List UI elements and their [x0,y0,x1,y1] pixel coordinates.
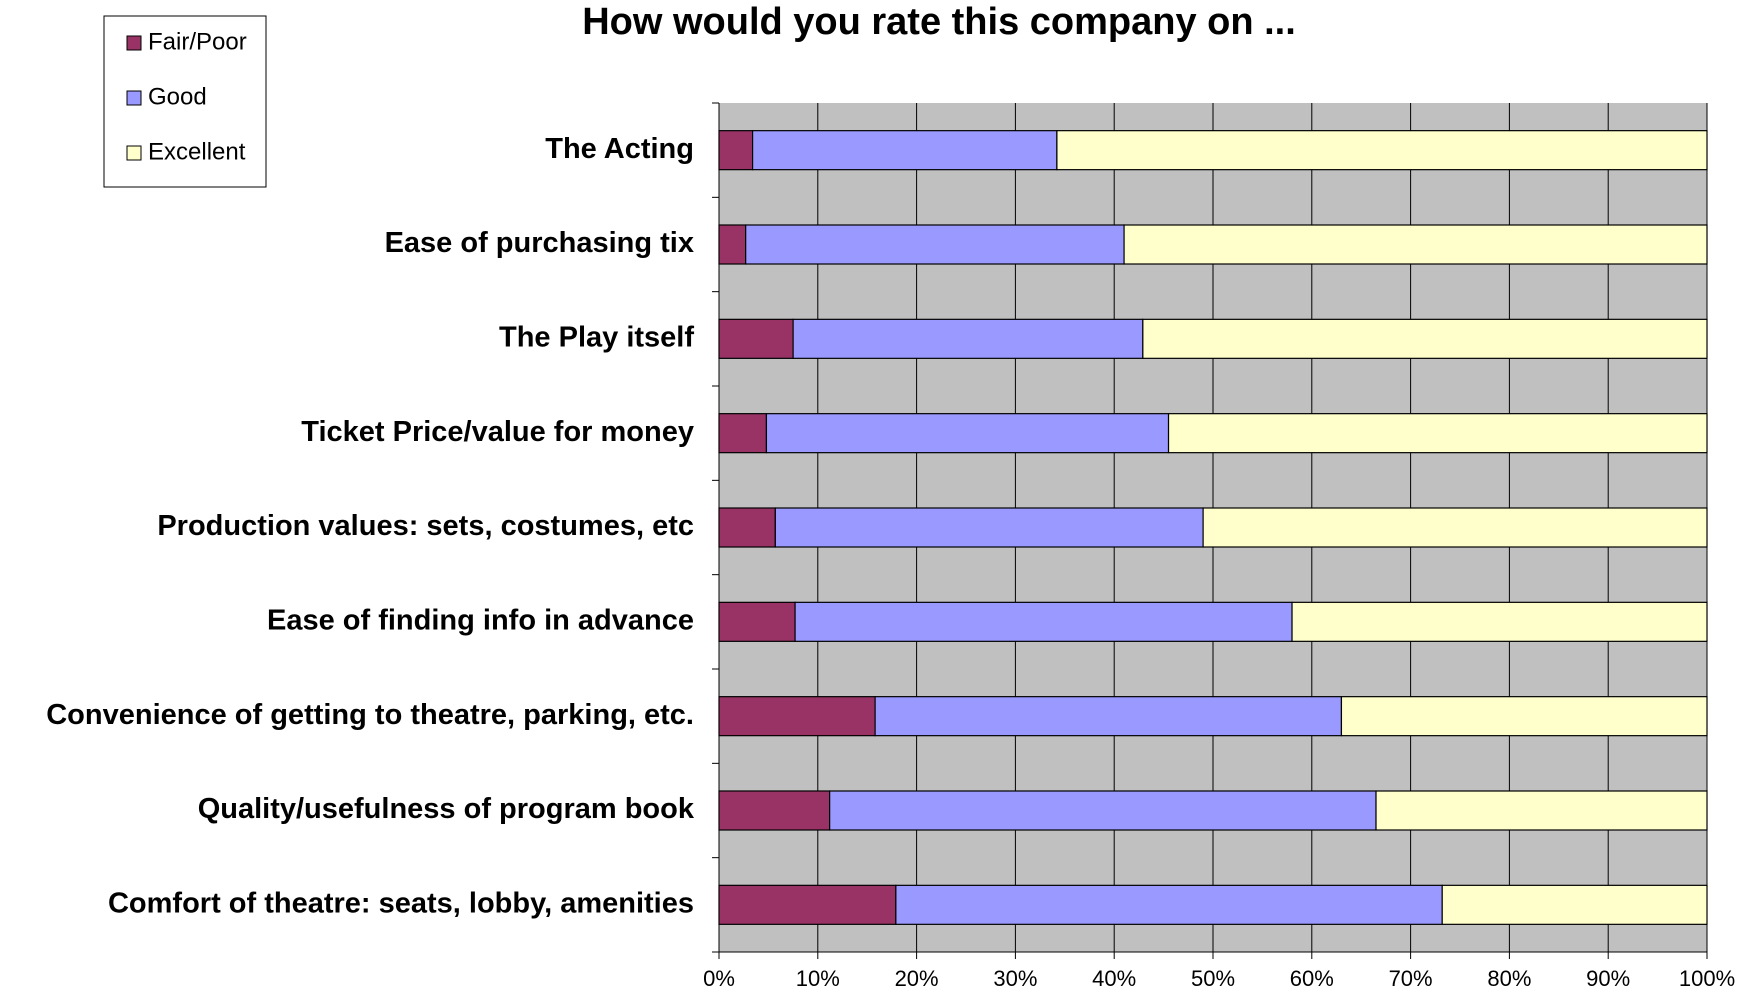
y-tick-label: Production values: sets, costumes, etc [157,510,694,542]
legend-swatch [126,90,142,106]
legend-label: Excellent [148,138,246,165]
x-tick-label: 60% [1290,966,1334,991]
bar-segment [1375,790,1708,831]
x-tick-label: 100% [1679,966,1735,991]
bar-segment [895,884,1443,925]
x-tick-label: 50% [1191,966,1235,991]
bar-segment [1441,884,1708,925]
x-tick-label: 20% [895,966,939,991]
x-tick-label: 40% [1092,966,1136,991]
bar-segment [718,601,796,642]
bar-segment [765,413,1170,454]
bar-segment [1123,224,1708,265]
bar-segment [751,130,1058,171]
y-tick-label: Ease of finding info in advance [267,604,694,636]
bar-segment [1202,507,1708,548]
legend-swatch [126,145,142,161]
bar-segment [718,507,776,548]
legend-label: Good [148,83,207,110]
bar-segment [718,413,768,454]
bar-segment [794,601,1293,642]
bar-segment [718,790,831,831]
y-tick-label: Quality/usefulness of program book [198,793,695,825]
bar-segment [1340,696,1708,737]
bar-segment [774,507,1204,548]
bar-segment [792,318,1144,359]
bar-segment [718,318,794,359]
y-tick-label: Ticket Price/value for money [301,416,694,448]
bar-segment [718,130,754,171]
bar-segment [1056,130,1708,171]
bar-segment [874,696,1343,737]
bar-segment [718,696,876,737]
y-tick-label: The Acting [545,133,694,165]
bar-segment [1142,318,1708,359]
bar-segment [1291,601,1708,642]
x-tick-label: 30% [993,966,1037,991]
x-tick-label: 90% [1586,966,1630,991]
bar-segment [1167,413,1708,454]
bar-segment [718,884,897,925]
x-tick-label: 80% [1487,966,1531,991]
bar-segment [745,224,1125,265]
x-tick-label: 0% [703,966,735,991]
chart-title: How would you rate this company on ... [582,1,1296,43]
y-tick-label: Ease of purchasing tix [385,227,694,259]
bar-segment [718,224,747,265]
legend-swatch [126,35,142,51]
x-tick-label: 10% [796,966,840,991]
y-tick-label: Convenience of getting to theatre, parki… [46,699,694,731]
x-tick-label: 70% [1389,966,1433,991]
legend-label: Fair/Poor [148,28,247,55]
bar-segment [829,790,1377,831]
y-tick-label: Comfort of theatre: seats, lobby, amenit… [108,887,694,919]
y-tick-label: The Play itself [499,321,694,353]
